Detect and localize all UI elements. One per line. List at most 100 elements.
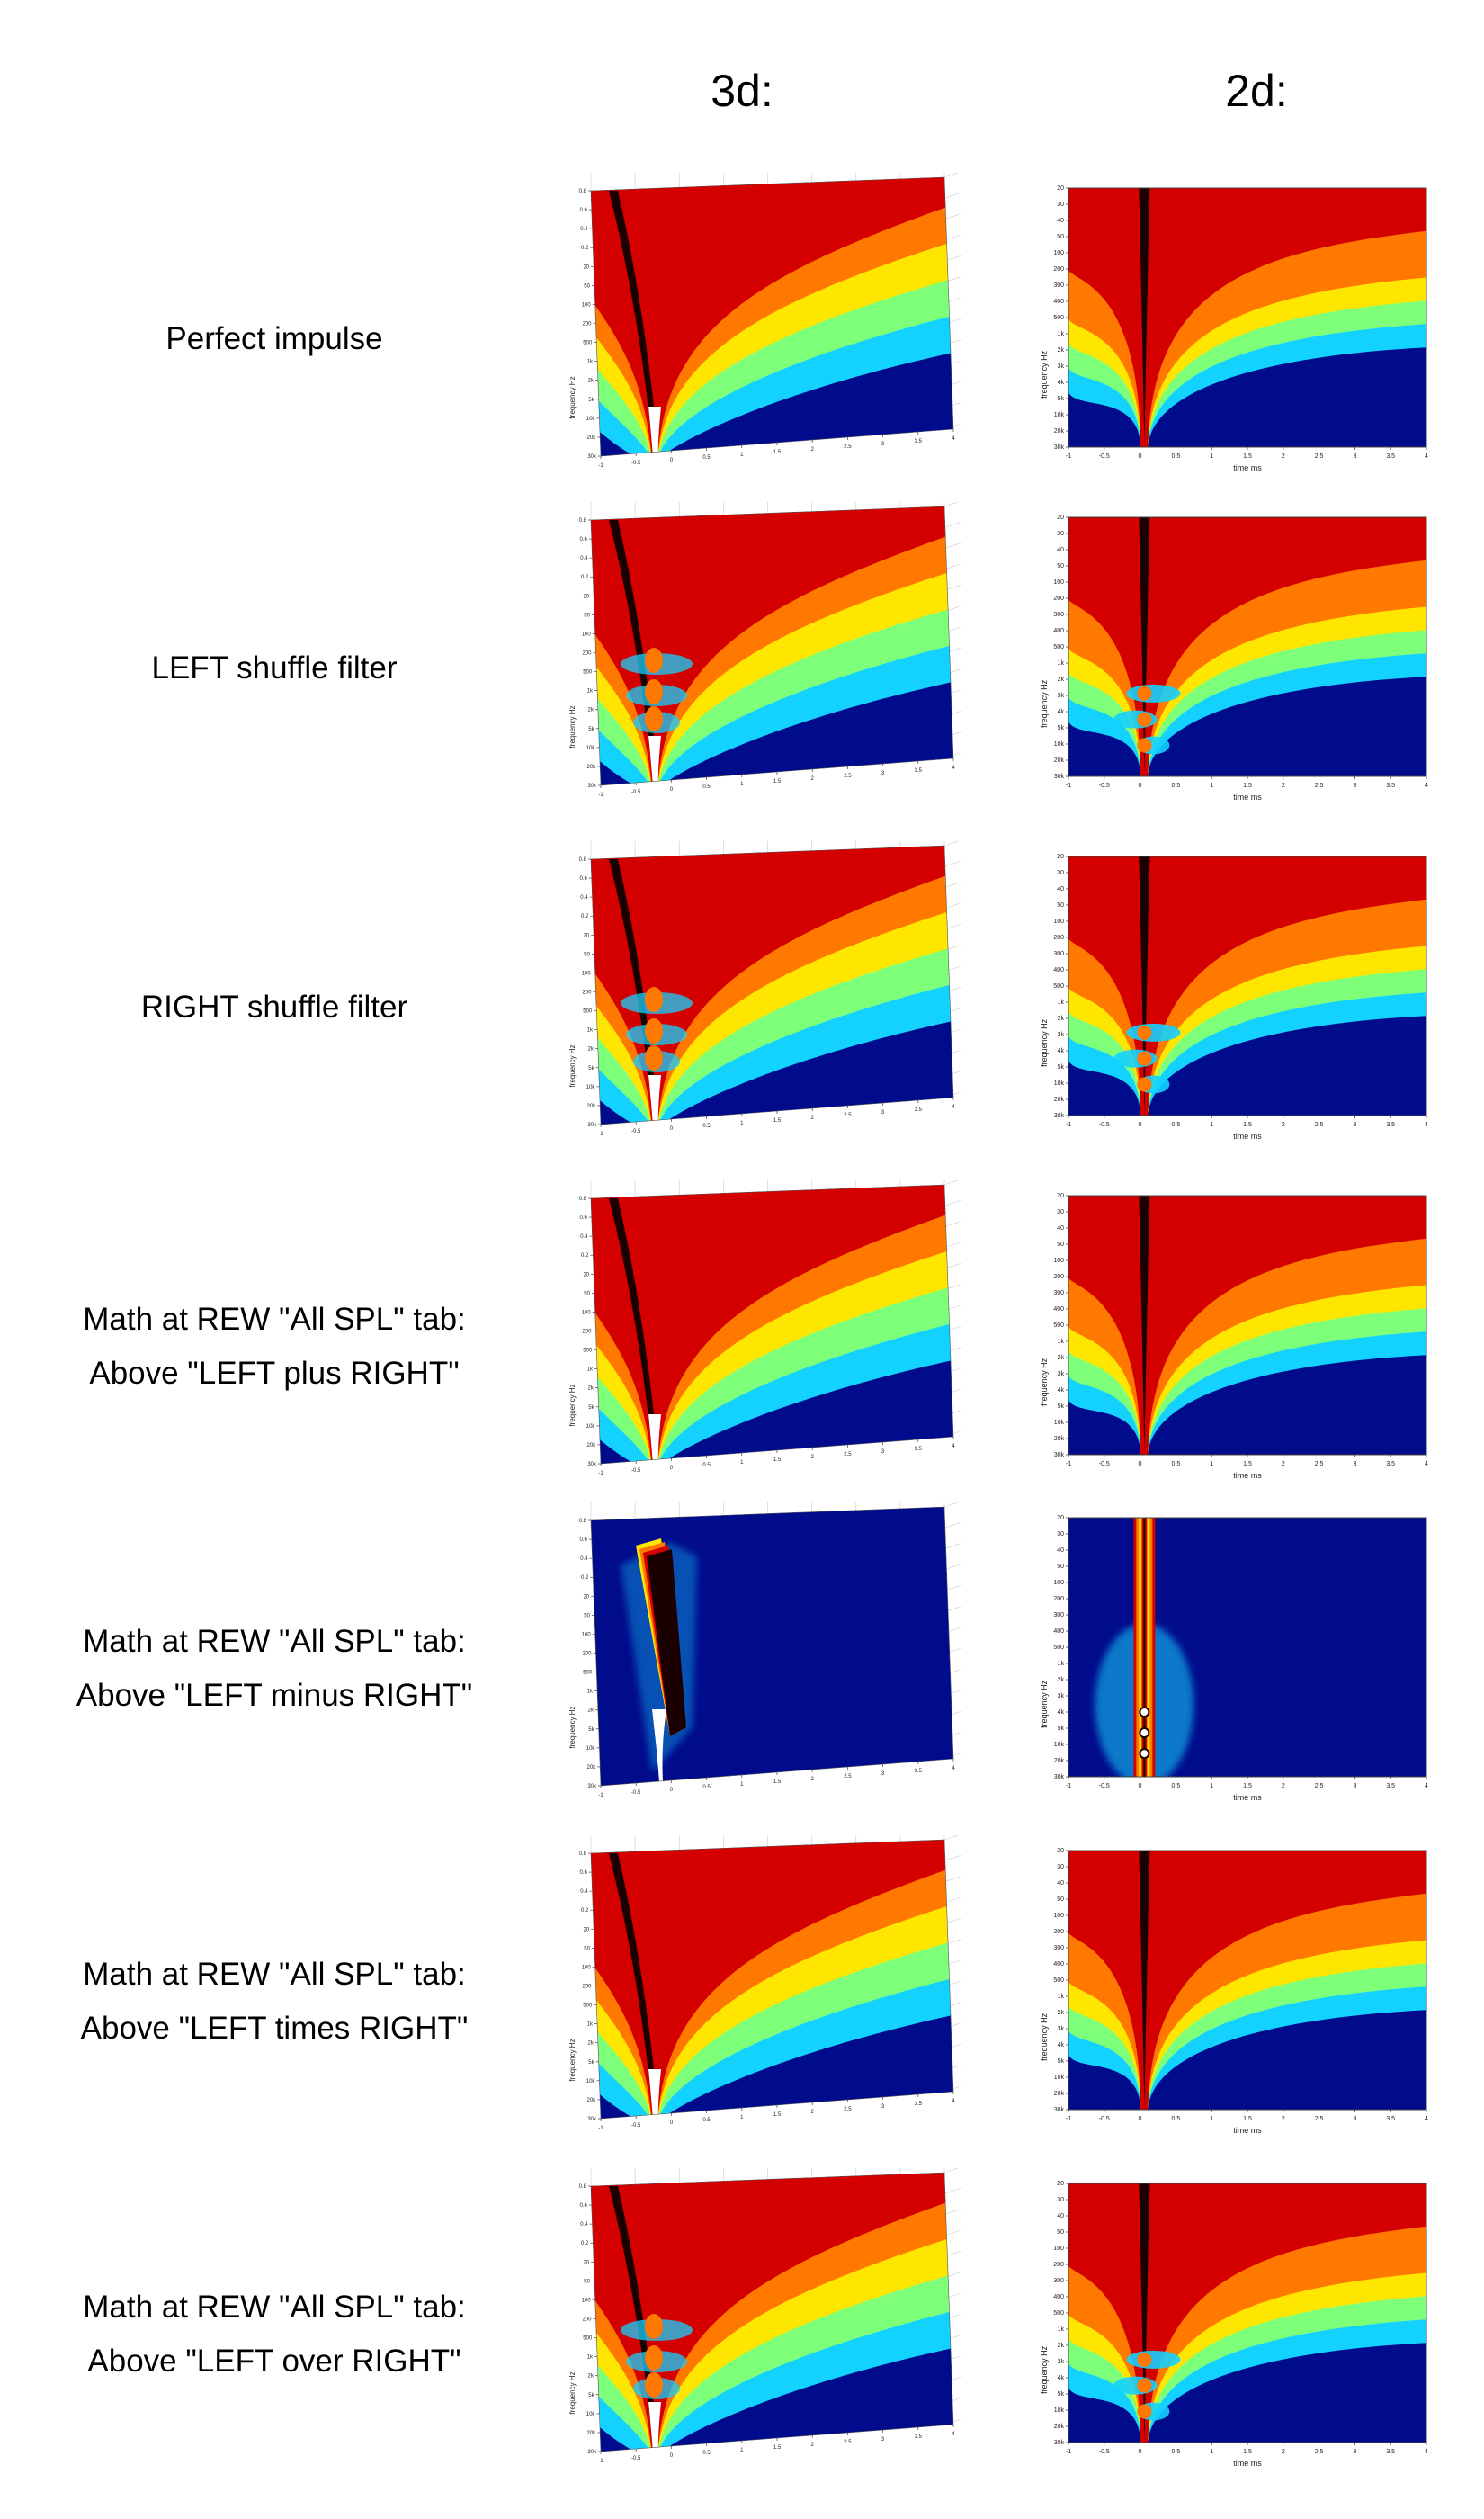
y-tick-label: 0.6 xyxy=(579,537,587,542)
x-tick-label: 1 xyxy=(740,2115,744,2120)
x-tick-label: -0.5 xyxy=(1099,1122,1110,1128)
grid-line xyxy=(943,542,961,549)
figure-row-right: RIGHT shuffle filter 0.8 0.6 0.4 0.2 20 50 100 2… xyxy=(0,841,1484,1174)
y-tick-label: 400 xyxy=(1053,1306,1064,1313)
y-tick-label: 5k xyxy=(588,2393,594,2398)
x-tick-label: 0.5 xyxy=(1172,1122,1181,1128)
y-tick-label: 5k xyxy=(1058,725,1065,731)
x-tick-label: -0.5 xyxy=(1099,2116,1110,2122)
y-axis-label: frequency Hz xyxy=(568,376,577,418)
x-tick-label: 1.5 xyxy=(773,1118,782,1124)
y-tick-label: 2k xyxy=(1058,1355,1065,1361)
y-tick-label: 100 xyxy=(582,1632,592,1637)
x-tick-label: 2.5 xyxy=(1315,1783,1324,1789)
figure-row-perfect: Perfect impulse 0.8 0.6 0.4 0.2 20 50 100 200 500… xyxy=(0,173,1484,506)
x-tick-label: 3.5 xyxy=(915,1769,923,1774)
y-tick-label: 4k xyxy=(1058,709,1065,715)
plot-2d-perfect: 203040501002003004005001k2k3k4k5k10k20k3… xyxy=(1040,185,1428,472)
row-label-line: Above "LEFT minus RIGHT" xyxy=(76,1678,473,1713)
row-label: Math at REW "All SPL" tab: Above "LEFT pl… xyxy=(18,1180,531,1513)
x-tick-label: 3 xyxy=(881,1110,885,1116)
y-axis-label: frequency Hz xyxy=(568,2371,577,2414)
grid-line xyxy=(943,2229,961,2237)
grid-line xyxy=(943,1896,961,1904)
x-tick-label: 3 xyxy=(1353,2116,1356,2122)
x-axis-label: time ms xyxy=(1233,463,1262,472)
x-tick-label: 1.5 xyxy=(773,450,782,455)
y-tick-label: 100 xyxy=(1053,919,1064,925)
y-tick-label: 10k xyxy=(1054,1080,1065,1087)
y-tick-label: 2k xyxy=(1058,1016,1065,1022)
x-tick-label: 0.5 xyxy=(702,2451,711,2456)
grid-line xyxy=(943,1835,959,1841)
x-tick-label: 3.5 xyxy=(1386,783,1395,789)
grid-line xyxy=(943,1200,961,1206)
row-label-line: Math at REW "All SPL" tab: xyxy=(83,1302,466,1337)
y-tick-label: 500 xyxy=(583,1349,593,1354)
row-label-line: Math at REW "All SPL" tab: xyxy=(83,2290,466,2325)
y-axis-label: frequency Hz xyxy=(1040,350,1049,399)
x-tick-label: 0 xyxy=(670,2120,674,2126)
grid-line xyxy=(943,841,959,847)
surface-dark-region xyxy=(591,506,697,646)
y-tick-label: 5k xyxy=(1058,2058,1065,2065)
y-tick-label: 200 xyxy=(1053,266,1064,273)
y-tick-label: 3k xyxy=(1058,2359,1065,2365)
x-tick-label: 2.5 xyxy=(844,774,852,779)
x-tick-label: 1 xyxy=(740,782,744,787)
y-tick-label: 300 xyxy=(1053,1290,1064,1296)
x-tick-label: 2 xyxy=(811,776,815,782)
x-tick-label: 0 xyxy=(670,458,674,463)
column-header-3d: 3d: xyxy=(711,66,773,116)
plot-2d-minus: 203040501002003004005001k2k3k4k5k10k20k3… xyxy=(1040,1515,1428,1802)
y-tick-label: 30k xyxy=(587,1123,597,1128)
surface-dark-region xyxy=(591,846,697,985)
heatmap-lobe-core xyxy=(1137,2352,1152,2367)
x-tick-label: 4 xyxy=(952,2432,955,2437)
x-tick-label: -1 xyxy=(598,2126,603,2131)
y-tick-label: 1k xyxy=(1058,1661,1065,1667)
y-tick-label: 0.4 xyxy=(580,1556,588,1562)
plot-3d-over: 0.80.60.40.220501002005001k2k5k10k20k30k… xyxy=(568,2168,961,2464)
y-axis-label: frequency Hz xyxy=(1040,1018,1049,1067)
x-tick-label: 1 xyxy=(1210,1461,1213,1467)
x-tick-label: 0.5 xyxy=(702,455,711,461)
row-label: LEFT shuffle filter xyxy=(18,502,531,835)
y-tick-label: 200 xyxy=(582,2317,592,2323)
figure-row-left: LEFT shuffle filter 0.8 0.6 0.4 0.2 20 50 100 20… xyxy=(0,502,1484,835)
x-tick-label: 3 xyxy=(881,771,885,776)
plot-3d-minus: 0.80.60.40.220501002005001k2k5k10k20k30k… xyxy=(568,1502,961,1798)
grid-line xyxy=(943,1876,961,1882)
x-tick-label: 3 xyxy=(1353,1122,1356,1128)
x-tick-label: 4 xyxy=(952,1444,955,1449)
y-tick-label: 10k xyxy=(1054,2075,1065,2081)
grid-line xyxy=(943,1564,961,1571)
x-tick-label: 2 xyxy=(1282,783,1285,789)
row-label: Perfect impulse xyxy=(18,173,531,506)
y-tick-label: 30 xyxy=(1057,870,1064,876)
x-tick-label: 1 xyxy=(1210,453,1213,460)
y-tick-label: 50 xyxy=(584,283,590,289)
y-tick-label: 500 xyxy=(1053,1645,1064,1651)
y-tick-label: 5k xyxy=(1058,396,1065,402)
figure-row-times: Math at REW "All SPL" tab: Above "LEFT ti… xyxy=(0,1835,1484,2168)
y-tick-label: 10k xyxy=(586,2412,596,2417)
surface-dark-region xyxy=(591,177,697,317)
x-tick-label: 2 xyxy=(811,1455,815,1460)
y-tick-label: 100 xyxy=(582,971,592,976)
surface-spike xyxy=(648,1414,661,1464)
x-tick-label: -0.5 xyxy=(631,2123,641,2129)
y-tick-label: 30 xyxy=(1057,1209,1064,1215)
y-tick-label: 100 xyxy=(1053,579,1064,586)
y-tick-label: 50 xyxy=(584,1291,590,1296)
y-tick-label: 3k xyxy=(1058,693,1065,699)
x-tick-label: 4 xyxy=(1425,453,1428,460)
x-tick-label: 3.5 xyxy=(1386,1783,1395,1789)
y-tick-label: 30k xyxy=(1054,1113,1065,1119)
y-tick-label: 20k xyxy=(1054,757,1065,764)
x-tick-label: -1 xyxy=(598,1132,603,1137)
y-tick-label: 2k xyxy=(588,1386,594,1392)
x-tick-label: 4 xyxy=(952,1105,955,1110)
x-tick-label: 0 xyxy=(1139,2116,1142,2122)
y-tick-label: 20 xyxy=(1057,515,1064,521)
